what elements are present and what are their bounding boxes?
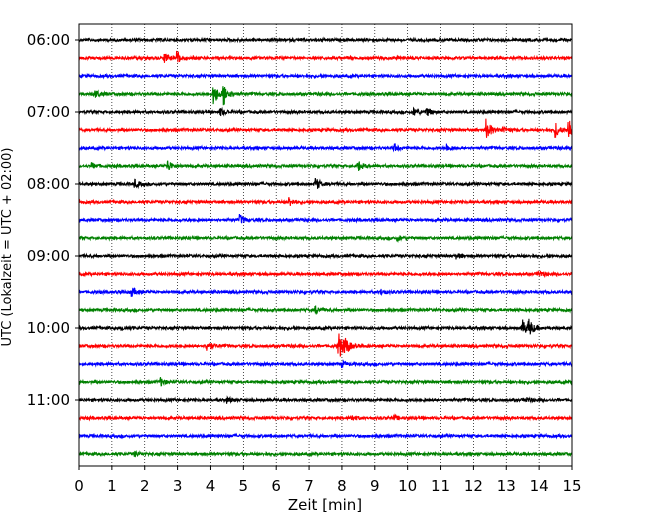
trace-0630 [78,72,573,80]
y-tick-label: 10:00 [27,319,70,337]
trace-1145 [78,449,573,458]
trace-0615 [78,50,573,63]
trace-0730 [78,143,573,153]
x-tick-label: 11 [431,477,450,495]
trace-1000 [78,318,573,335]
x-tick-label: 7 [304,477,314,495]
x-tick-label: 6 [271,477,281,495]
trace-0800 [78,177,573,190]
x-tick-label: 3 [173,477,183,495]
trace-0900 [78,252,573,260]
x-tick-label: 1 [107,477,117,495]
x-tick-label: 0 [74,477,84,495]
trace-1130 [78,432,573,440]
trace-1100 [78,395,573,404]
trace-0830 [78,213,573,224]
y-tick-label: 09:00 [27,247,70,265]
seismogram-traces [78,36,573,458]
trace-0845 [78,234,573,243]
x-axis-label: Zeit [min] [288,496,362,514]
x-tick-label: 10 [398,477,417,495]
trace-0815 [78,197,573,206]
trace-0700 [78,106,573,117]
y-tick-label: 07:00 [27,103,70,121]
x-tick-label: 8 [337,477,347,495]
trace-0715 [78,118,573,138]
x-tick-label: 2 [140,477,150,495]
x-tick-label: 9 [370,477,380,495]
trace-0645 [78,86,573,106]
trace-1030 [78,359,573,369]
trace-1045 [78,377,573,387]
x-tick-label: 14 [530,477,549,495]
x-tick-label: 5 [239,477,249,495]
trace-0600 [78,36,573,44]
x-tick-label: 15 [562,477,581,495]
trace-0930 [78,287,573,297]
y-tick-label: 11:00 [27,391,70,409]
y-axis-label: UTC (Lokalzeit = UTC + 02:00) [0,148,15,347]
trace-0745 [78,160,573,172]
y-axis-ticks: 06:00 07:00 08:00 09:00 10:00 11:00 [27,31,79,409]
x-tick-label: 4 [206,477,216,495]
x-tick-label: 13 [497,477,516,495]
trace-0915 [78,270,573,279]
trace-0945 [78,305,573,315]
x-tick-label: 12 [464,477,483,495]
trace-1015 [78,333,573,357]
y-tick-label: 06:00 [27,31,70,49]
x-axis-ticks: 0 1 2 3 4 5 6 7 8 9 10 11 12 13 14 15 [74,466,582,495]
trace-1115 [78,413,573,422]
y-tick-label: 08:00 [27,175,70,193]
plot-frame [78,23,573,467]
